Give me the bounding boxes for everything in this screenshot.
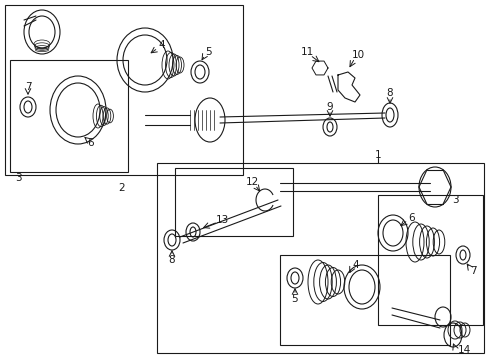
Text: 11: 11 <box>300 47 313 57</box>
Text: 1: 1 <box>374 150 381 160</box>
Text: 14: 14 <box>456 345 469 355</box>
Text: 12: 12 <box>245 177 258 187</box>
Text: 2: 2 <box>119 183 125 193</box>
Text: 5: 5 <box>291 294 298 304</box>
Text: 3: 3 <box>451 195 457 205</box>
Bar <box>10 60 128 172</box>
Text: 8: 8 <box>386 88 392 98</box>
Text: 13: 13 <box>215 215 228 225</box>
Text: 6: 6 <box>87 138 94 148</box>
Bar <box>175 168 292 236</box>
Text: 4: 4 <box>352 260 359 270</box>
Text: 10: 10 <box>351 50 364 60</box>
Bar <box>280 255 449 345</box>
Text: 8: 8 <box>168 255 175 265</box>
Text: 9: 9 <box>326 102 333 112</box>
Text: 4: 4 <box>159 40 165 50</box>
Text: 3: 3 <box>15 173 21 183</box>
Bar <box>5 5 243 175</box>
Text: 6: 6 <box>408 213 414 223</box>
Text: 7: 7 <box>469 266 475 276</box>
Text: 5: 5 <box>204 47 211 57</box>
Bar <box>157 163 483 353</box>
Bar <box>377 195 482 325</box>
Text: 7: 7 <box>24 82 31 92</box>
